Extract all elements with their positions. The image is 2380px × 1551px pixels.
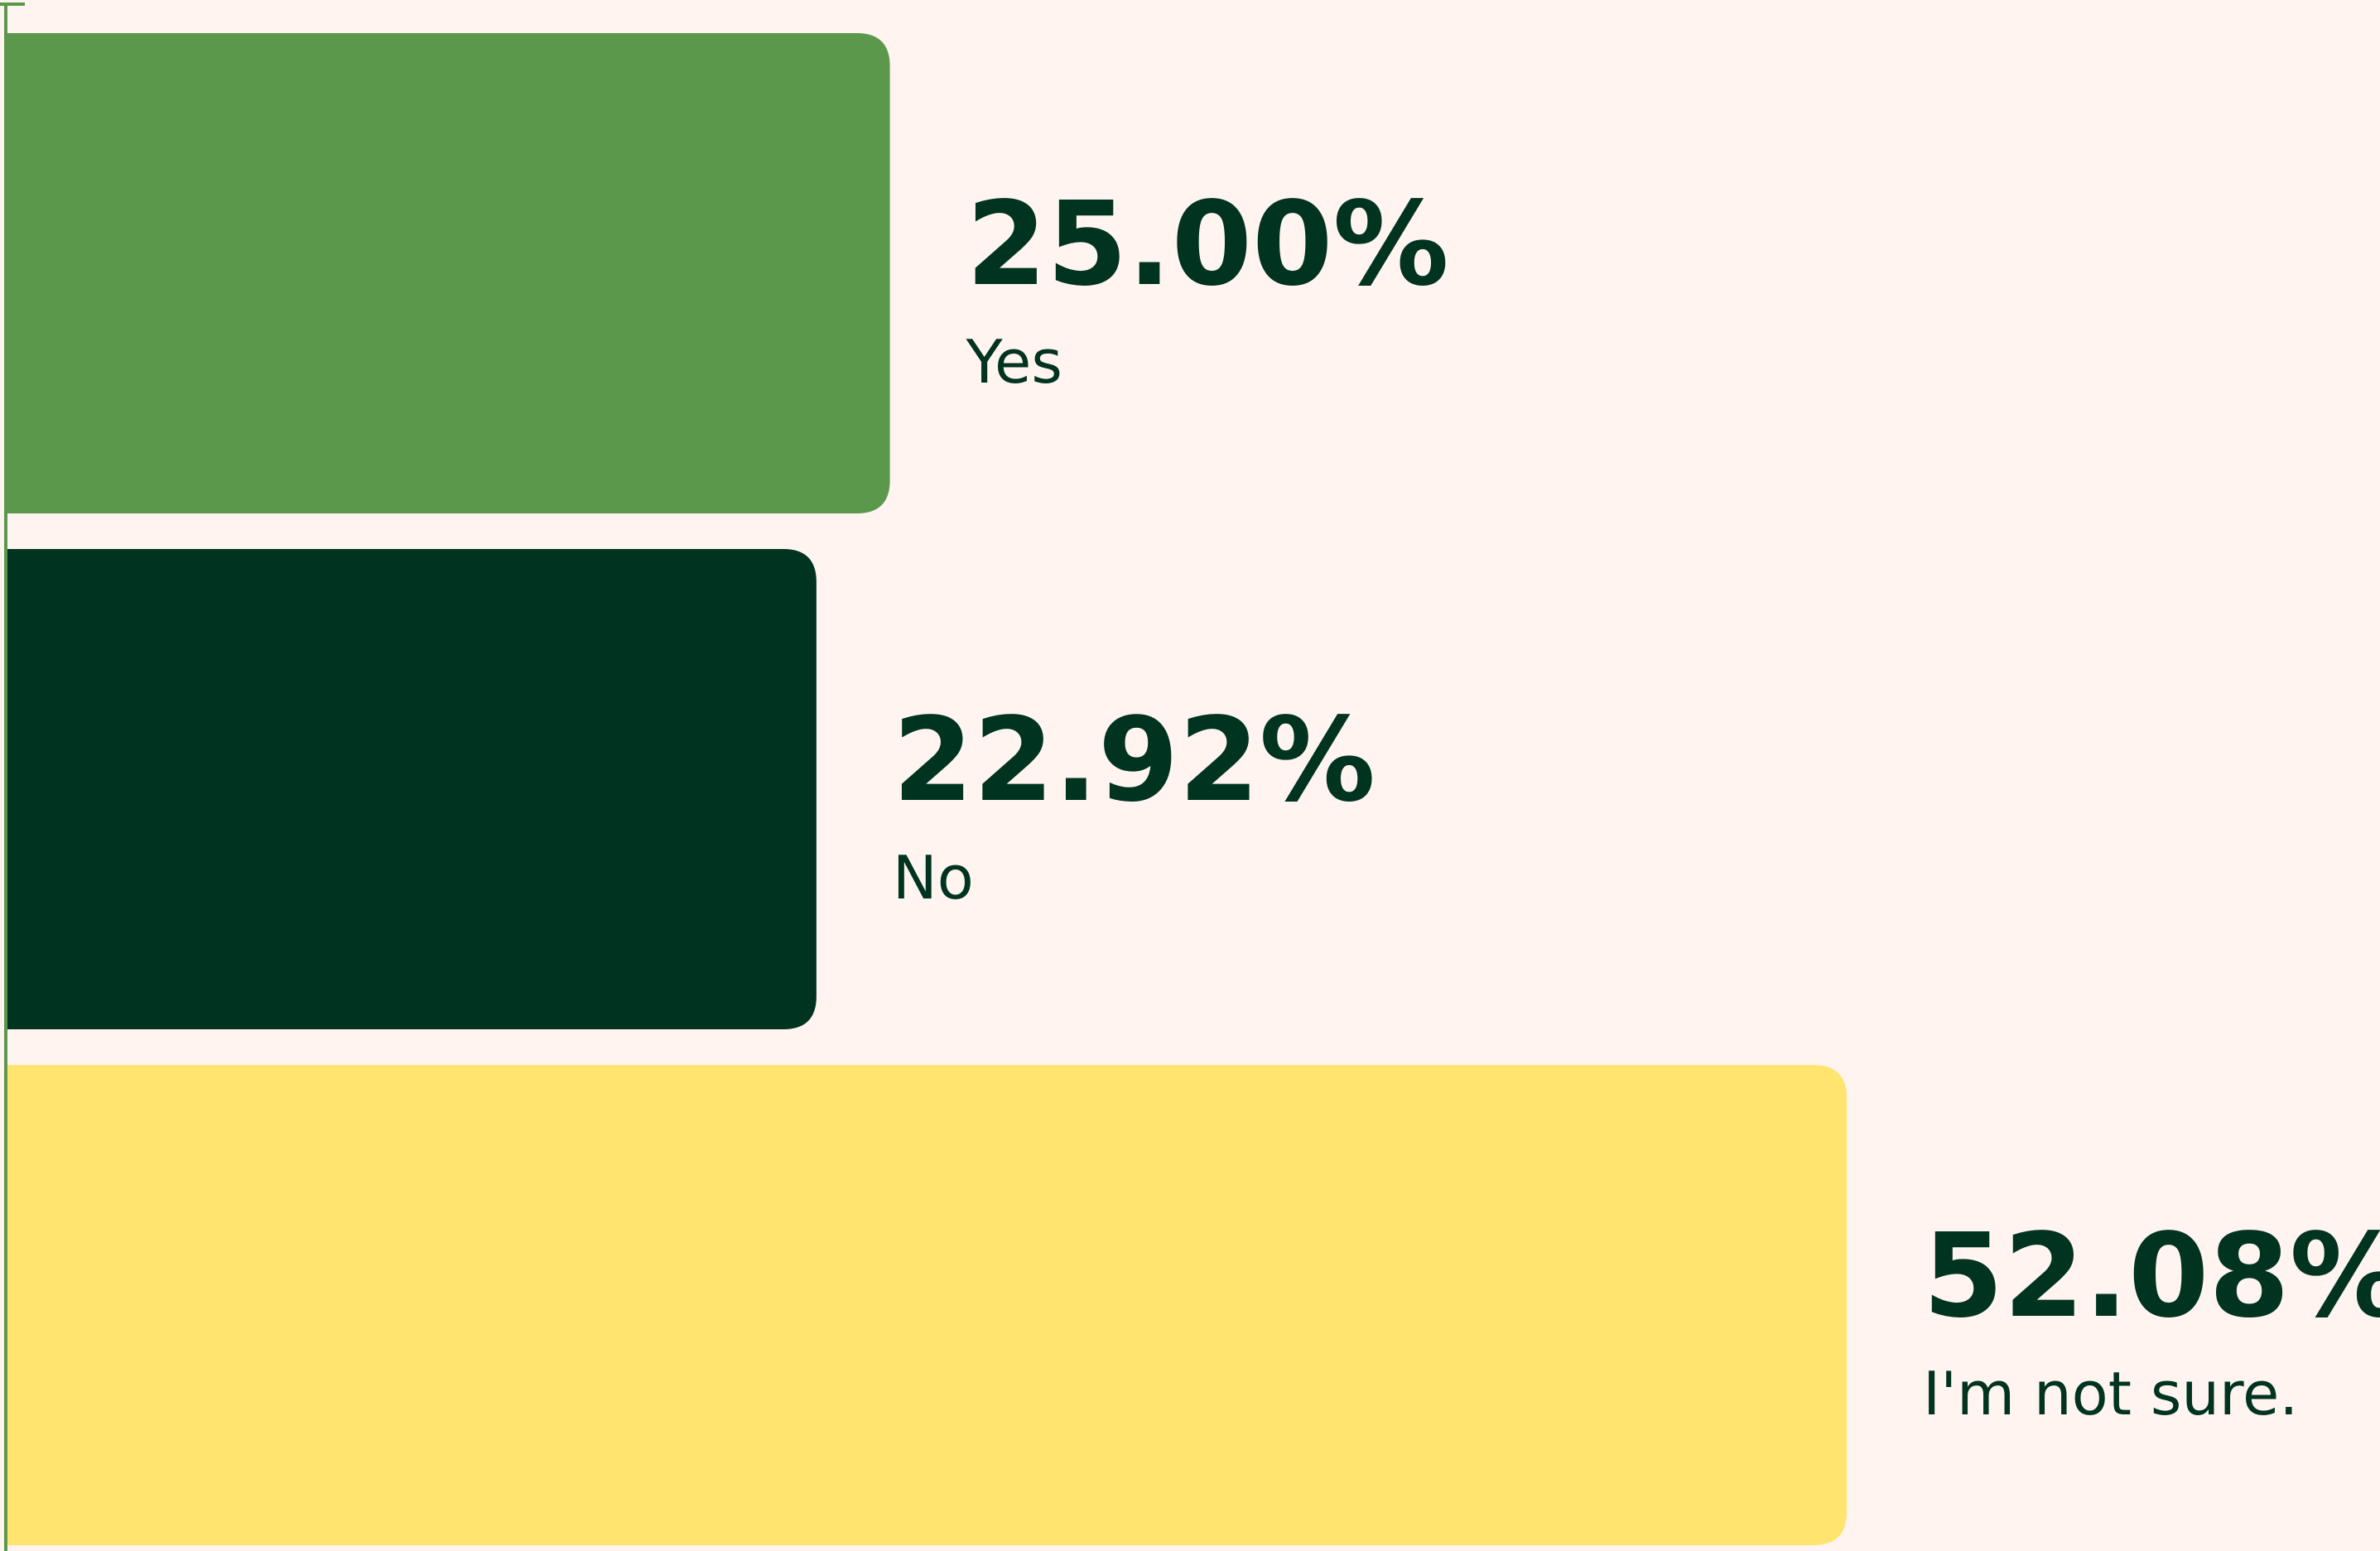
value-label: 25.00% (966, 177, 1449, 312)
bar (7, 549, 817, 1029)
bar (7, 1065, 1847, 1545)
category-label: I'm not sure. (1923, 1359, 2298, 1428)
category-label: No (893, 843, 974, 913)
value-label: 22.92% (893, 693, 1375, 828)
category-label: Yes (966, 327, 1062, 397)
value-label: 52.08% (1923, 1209, 2380, 1344)
bar (7, 33, 890, 513)
